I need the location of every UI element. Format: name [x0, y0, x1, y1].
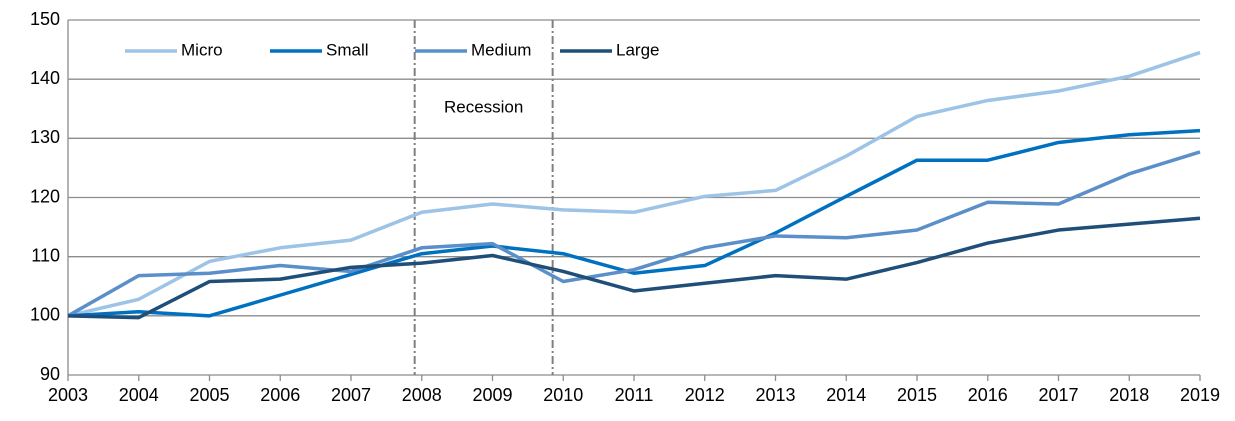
x-tick-label: 2007 — [331, 385, 371, 405]
y-tick-label: 140 — [30, 68, 60, 88]
x-tick-label: 2012 — [685, 385, 725, 405]
y-tick-label: 90 — [40, 364, 60, 384]
x-tick-label: 2019 — [1180, 385, 1220, 405]
x-tick-label: 2016 — [968, 385, 1008, 405]
series-line — [67, 50, 1201, 318]
x-tick-label: 2017 — [1038, 385, 1078, 405]
legend-label: Medium — [471, 40, 531, 59]
series-line — [67, 128, 1201, 318]
x-tick-label: 2018 — [1109, 385, 1149, 405]
y-tick-label: 150 — [30, 9, 60, 29]
x-tick-label: 2005 — [189, 385, 229, 405]
x-tick-label: 2013 — [755, 385, 795, 405]
series-line — [67, 216, 1201, 320]
recession-label: Recession — [444, 97, 523, 116]
y-tick-label: 110 — [31, 245, 60, 265]
series-line — [67, 150, 1201, 318]
legend-label: Small — [326, 40, 369, 59]
legend-label: Large — [616, 40, 659, 59]
x-tick-label: 2015 — [897, 385, 937, 405]
x-tick-label: 2010 — [543, 385, 583, 405]
x-tick-label: 2008 — [402, 385, 442, 405]
y-tick-label: 120 — [30, 186, 60, 206]
x-tick-label: 2004 — [119, 385, 159, 405]
x-tick-label: 2014 — [826, 385, 866, 405]
legend-label: Micro — [181, 40, 223, 59]
x-tick-label: 2003 — [48, 385, 88, 405]
x-tick-label: 2006 — [260, 385, 300, 405]
x-tick-label: 2011 — [615, 385, 654, 405]
x-tick-label: 2009 — [472, 385, 512, 405]
y-tick-label: 100 — [30, 305, 60, 325]
y-tick-label: 130 — [30, 127, 60, 147]
